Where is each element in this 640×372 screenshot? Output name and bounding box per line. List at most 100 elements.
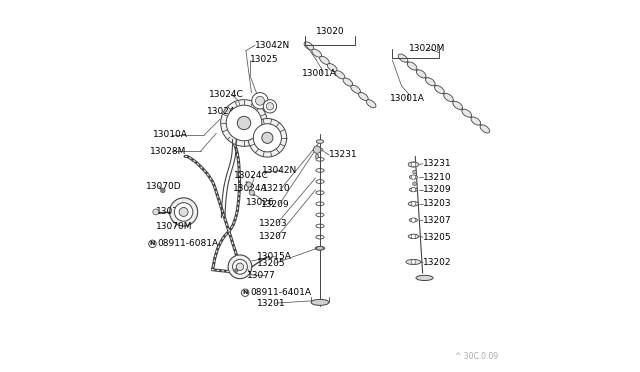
Text: 13207: 13207	[259, 232, 287, 241]
Text: 13231: 13231	[423, 159, 452, 168]
Ellipse shape	[417, 70, 426, 78]
Circle shape	[174, 203, 193, 221]
Ellipse shape	[311, 299, 329, 305]
Text: 13210: 13210	[423, 173, 452, 182]
Ellipse shape	[444, 93, 453, 102]
Text: 13209: 13209	[423, 185, 452, 194]
Ellipse shape	[416, 275, 433, 280]
Circle shape	[241, 289, 249, 296]
Ellipse shape	[335, 71, 345, 79]
Ellipse shape	[316, 154, 319, 158]
Circle shape	[234, 269, 238, 272]
Circle shape	[253, 124, 282, 152]
Ellipse shape	[398, 54, 408, 62]
Text: 13024C: 13024C	[234, 171, 269, 180]
Text: 13024A: 13024A	[232, 185, 267, 193]
Text: 13231: 13231	[329, 150, 358, 159]
Ellipse shape	[410, 175, 417, 179]
Text: 13001A: 13001A	[302, 69, 337, 78]
Text: 13024A: 13024A	[207, 108, 241, 116]
Circle shape	[411, 260, 415, 264]
Text: 13070M: 13070M	[156, 222, 193, 231]
Ellipse shape	[358, 93, 368, 100]
Circle shape	[411, 202, 415, 206]
Ellipse shape	[452, 101, 463, 109]
Circle shape	[228, 255, 252, 279]
Text: 13205: 13205	[423, 232, 452, 242]
Circle shape	[413, 182, 417, 186]
Text: 13028M: 13028M	[150, 147, 187, 155]
Text: 13210: 13210	[262, 185, 291, 193]
Text: 13203: 13203	[423, 199, 452, 208]
Text: 13020M: 13020M	[409, 44, 445, 52]
Text: 13207: 13207	[423, 217, 452, 225]
Ellipse shape	[316, 140, 324, 143]
Ellipse shape	[351, 85, 360, 93]
Text: 13202: 13202	[423, 258, 452, 267]
Text: 13042N: 13042N	[262, 166, 298, 175]
Text: 13024C: 13024C	[209, 90, 244, 99]
Text: 13070H: 13070H	[156, 208, 192, 217]
Circle shape	[411, 187, 415, 192]
Ellipse shape	[319, 56, 329, 64]
Circle shape	[314, 146, 321, 153]
Ellipse shape	[462, 109, 472, 117]
Text: 13201: 13201	[257, 299, 285, 308]
Text: N: N	[243, 290, 248, 295]
Text: 13042N: 13042N	[255, 41, 291, 50]
Text: 13010A: 13010A	[152, 130, 188, 140]
Circle shape	[236, 263, 244, 270]
Ellipse shape	[328, 64, 337, 72]
Circle shape	[263, 100, 276, 113]
Ellipse shape	[426, 78, 435, 86]
Text: 08911-6401A: 08911-6401A	[250, 288, 311, 297]
Circle shape	[411, 218, 415, 222]
Circle shape	[161, 188, 165, 193]
Ellipse shape	[406, 259, 421, 264]
Text: 13070D: 13070D	[146, 182, 181, 190]
Ellipse shape	[407, 62, 417, 70]
Ellipse shape	[410, 218, 417, 222]
Text: 13209: 13209	[260, 200, 289, 209]
Text: 13020: 13020	[316, 27, 345, 36]
Ellipse shape	[315, 246, 325, 250]
Ellipse shape	[410, 188, 417, 192]
Ellipse shape	[343, 78, 353, 86]
Circle shape	[221, 100, 268, 146]
Ellipse shape	[304, 42, 314, 50]
Circle shape	[179, 208, 188, 217]
Circle shape	[246, 182, 252, 187]
Circle shape	[411, 175, 415, 179]
Text: 13001A: 13001A	[390, 94, 424, 103]
Ellipse shape	[312, 49, 321, 57]
Text: 13025: 13025	[250, 55, 278, 64]
Text: 13203: 13203	[259, 219, 287, 228]
Ellipse shape	[317, 148, 323, 151]
Text: 13026: 13026	[246, 198, 275, 207]
Ellipse shape	[366, 100, 376, 108]
Circle shape	[413, 170, 417, 174]
Text: ^ 30C.0.09: ^ 30C.0.09	[455, 352, 498, 361]
Ellipse shape	[435, 86, 444, 94]
Ellipse shape	[408, 162, 419, 167]
Circle shape	[170, 198, 198, 226]
Circle shape	[411, 234, 415, 238]
Circle shape	[248, 119, 287, 157]
Ellipse shape	[480, 125, 490, 133]
Circle shape	[153, 209, 159, 215]
Text: N: N	[150, 241, 155, 246]
Ellipse shape	[408, 202, 419, 206]
Circle shape	[232, 259, 248, 274]
Circle shape	[252, 93, 268, 109]
Circle shape	[237, 116, 251, 130]
Text: 13205: 13205	[257, 259, 285, 267]
Text: 13015A: 13015A	[257, 252, 292, 261]
Text: 08911-6081A: 08911-6081A	[157, 239, 219, 248]
Circle shape	[266, 103, 274, 110]
Circle shape	[249, 190, 255, 195]
Text: 13077: 13077	[246, 271, 275, 280]
Ellipse shape	[408, 234, 419, 238]
Ellipse shape	[471, 117, 481, 125]
Circle shape	[226, 105, 262, 141]
Circle shape	[411, 162, 415, 167]
